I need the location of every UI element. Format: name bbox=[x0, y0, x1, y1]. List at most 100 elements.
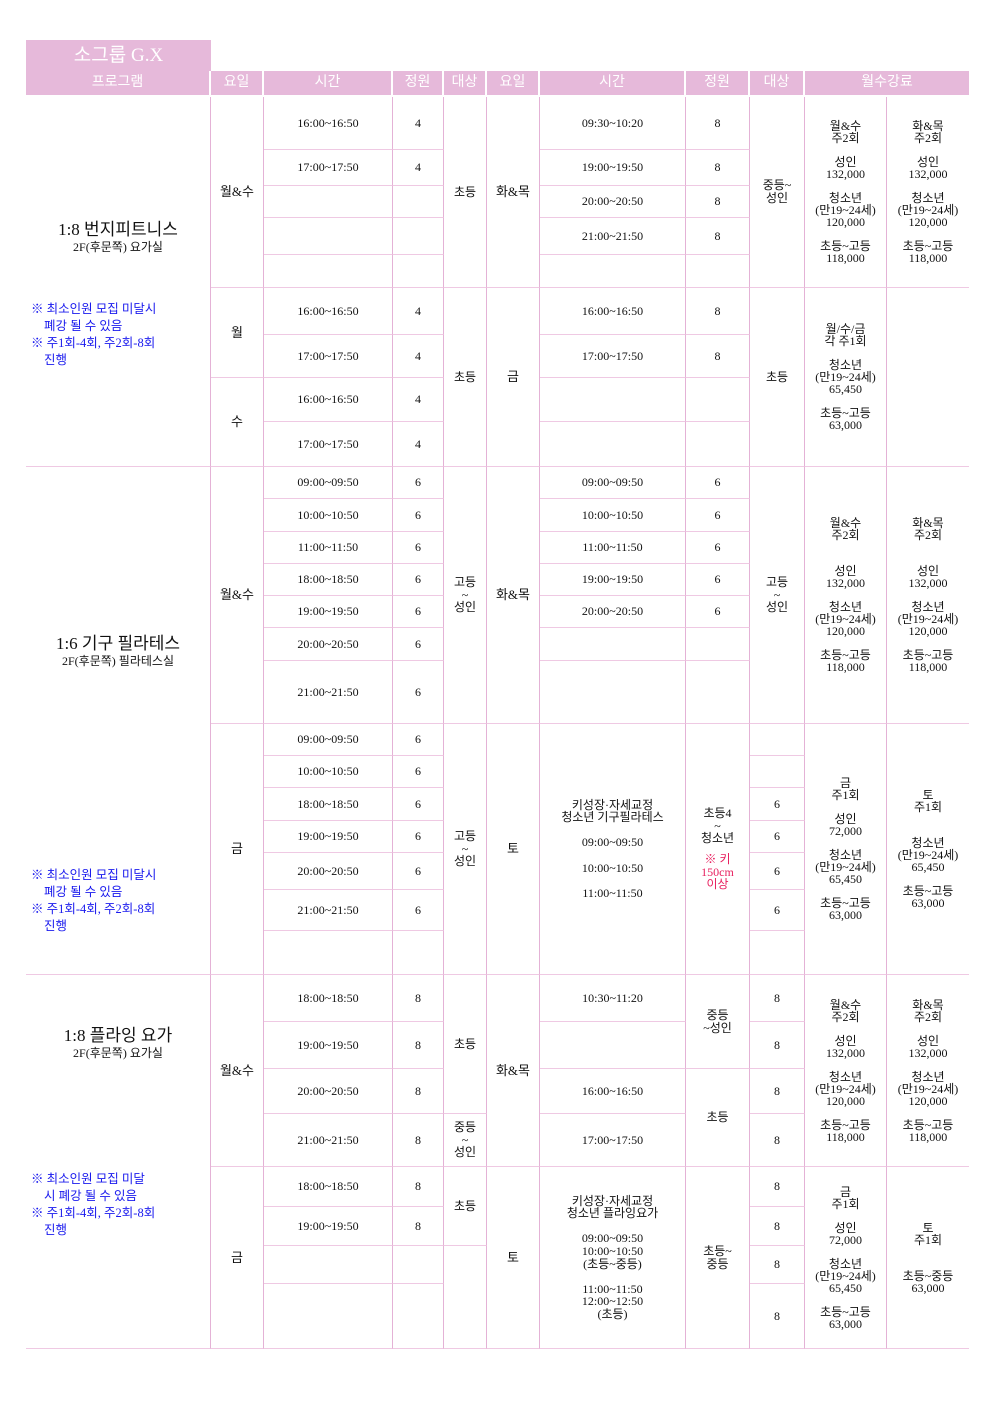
capacity-text: 6 bbox=[415, 572, 421, 587]
day-cell: 화&목 bbox=[487, 97, 540, 288]
empty-cell bbox=[540, 422, 686, 467]
height-requirement-note: ※ 키 150cm 이상 bbox=[701, 852, 734, 892]
column-header: 프로그램 bbox=[26, 71, 211, 97]
day-cell-text: 토 bbox=[507, 1249, 519, 1265]
column-header-text: 프로그램 bbox=[91, 74, 144, 90]
time-slot: 21:00~21:50 bbox=[264, 890, 393, 931]
target-cell: 중등 ~성인 bbox=[686, 975, 750, 1069]
capacity: 8 bbox=[393, 1167, 444, 1207]
day-cell: 월&수 bbox=[211, 975, 264, 1167]
program-name: 1:8 플라잉 요가 bbox=[63, 1026, 173, 1045]
empty-cell bbox=[393, 1284, 444, 1349]
program-name: 1:6 기구 필라테스 bbox=[55, 634, 181, 653]
time-slot-text: 16:00~16:50 bbox=[581, 1083, 644, 1098]
time-slot: 17:00~17:50 bbox=[540, 335, 686, 378]
empty-cell bbox=[750, 931, 805, 975]
note-min-enrollment: ※ 최소인원 모집 미달시 폐강 될 수 있음 bbox=[31, 868, 157, 899]
capacity-text: 8 bbox=[714, 194, 721, 209]
capacity: 8 bbox=[393, 1069, 444, 1114]
capacity-text: 6 bbox=[714, 475, 721, 490]
time-slot: 18:00~18:50 bbox=[264, 975, 393, 1022]
capacity: 8 bbox=[750, 1022, 805, 1069]
fee-cell: 금 주1회 성인 72,000 청소년 (만19~24세) 65,450 초등~… bbox=[805, 1167, 887, 1349]
capacity: 4 bbox=[393, 150, 444, 186]
capacity-text: 8 bbox=[415, 1083, 421, 1098]
capacity-text: 6 bbox=[714, 572, 721, 587]
fee-cell-text: 월/수/금 각 주1회 청소년 (만19~24세) 65,450 초등~고등 6… bbox=[815, 322, 876, 432]
time-slot: 11:00~11:50 bbox=[540, 532, 686, 564]
time-slot-text: 17:00~17:50 bbox=[297, 348, 359, 363]
capacity-text: 6 bbox=[415, 604, 421, 619]
time-slot-text: 20:00~20:50 bbox=[581, 194, 644, 209]
capacity: 4 bbox=[393, 288, 444, 335]
capacity: 8 bbox=[750, 1246, 805, 1284]
empty-cell bbox=[686, 422, 750, 467]
time-slot: 19:00~19:50 bbox=[264, 1207, 393, 1246]
fee-cell: 월&수 주2회 성인 132,000 청소년 (만19~24세) 120,000… bbox=[805, 467, 887, 724]
day-cell-text: 화&목 bbox=[495, 184, 531, 200]
capacity: 6 bbox=[686, 499, 750, 532]
day-cell-text: 월&수 bbox=[219, 184, 255, 200]
day-cell: 금 bbox=[487, 288, 540, 467]
capacity-text: 6 bbox=[415, 902, 421, 917]
target-cell-text: 고등 ~ 성인 bbox=[453, 575, 477, 615]
time-slot: 09:00~09:50 bbox=[264, 724, 393, 756]
capacity-text: 6 bbox=[415, 764, 421, 779]
time-slot-text: 10:00~10:50 bbox=[297, 507, 359, 522]
time-slot: 18:00~18:50 bbox=[264, 788, 393, 821]
column-header-text: 요일 bbox=[223, 74, 250, 90]
capacity: 6 bbox=[686, 564, 750, 596]
capacity: 8 bbox=[750, 1069, 805, 1114]
column-header: 대상 bbox=[444, 71, 487, 97]
program-title: 1:6 기구 필라테스 2F(후문쪽) 필라테스실 bbox=[26, 633, 210, 670]
empty-cell bbox=[750, 756, 805, 788]
column-header: 정원 bbox=[393, 71, 444, 97]
column-header-text: 대상 bbox=[451, 74, 478, 90]
target-cell: 초등 bbox=[686, 1069, 750, 1167]
capacity-text: 4 bbox=[415, 348, 421, 363]
time-slot: 09:00~09:50 bbox=[540, 467, 686, 499]
time-slot: 20:00~20:50 bbox=[540, 186, 686, 218]
class-description-text: 키성장·자세교정 청소년 플라잉요가 09:00~09:50 10:00~10:… bbox=[566, 1193, 659, 1321]
capacity: 6 bbox=[393, 499, 444, 532]
day-cell-text: 금 bbox=[507, 369, 519, 385]
note-min-enrollment: ※ 최소인원 모집 미달 시 폐강 될 수 있음 bbox=[31, 1172, 145, 1203]
capacity: 6 bbox=[393, 661, 444, 724]
day-cell-text: 화&목 bbox=[495, 587, 531, 603]
empty-cell bbox=[264, 186, 393, 218]
note-sessions: ※ 주1회-4회, 주2회-8회 진행 bbox=[31, 1205, 156, 1237]
capacity-text: 6 bbox=[774, 863, 780, 878]
target-cell: 초등 bbox=[444, 975, 487, 1114]
time-slot: 21:00~21:50 bbox=[264, 661, 393, 724]
target-cell: 초등4 ~ 청소년 ※ 키 150cm 이상 bbox=[686, 724, 750, 975]
time-slot: 09:00~09:50 bbox=[264, 467, 393, 499]
time-slot: 16:00~16:50 bbox=[264, 378, 393, 422]
time-slot-text: 10:30~11:20 bbox=[582, 990, 643, 1005]
capacity-text: 4 bbox=[415, 392, 421, 407]
day-cell-text: 화&목 bbox=[495, 1062, 531, 1078]
time-slot-text: 21:00~21:50 bbox=[581, 228, 644, 243]
empty-cell bbox=[686, 661, 750, 724]
empty-cell bbox=[264, 1284, 393, 1349]
capacity: 6 bbox=[393, 853, 444, 890]
capacity-text: 8 bbox=[774, 1308, 780, 1323]
time-slot-text: 19:00~19:50 bbox=[297, 829, 359, 844]
time-slot-text: 11:00~11:50 bbox=[582, 540, 643, 555]
target-cell: 고등 ~ 성인 bbox=[444, 467, 487, 724]
capacity: 6 bbox=[393, 532, 444, 564]
column-header-text: 시간 bbox=[599, 74, 625, 90]
fee-cell: 월&수 주2회 성인 132,000 청소년 (만19~24세) 120,000… bbox=[805, 97, 887, 288]
capacity-text: 8 bbox=[714, 115, 721, 130]
capacity-text: 6 bbox=[415, 540, 421, 555]
program-cell: 1:8 번지피트니스 2F(후문쪽) 요가실 ※ 최소인원 모집 미달시 폐강 될 … bbox=[26, 97, 211, 467]
time-slot-text: 19:00~19:50 bbox=[297, 1218, 359, 1233]
capacity-text: 6 bbox=[415, 507, 421, 522]
target-cell-text: 초등 bbox=[765, 369, 789, 384]
capacity: 6 bbox=[750, 788, 805, 821]
capacity-text: 8 bbox=[774, 1132, 780, 1147]
time-slot-text: 10:00~10:50 bbox=[297, 764, 359, 779]
program-room: 2F(후문쪽) 요가실 bbox=[73, 1046, 163, 1061]
time-slot-text: 18:00~18:50 bbox=[297, 1179, 359, 1194]
column-header: 요일 bbox=[211, 71, 264, 97]
